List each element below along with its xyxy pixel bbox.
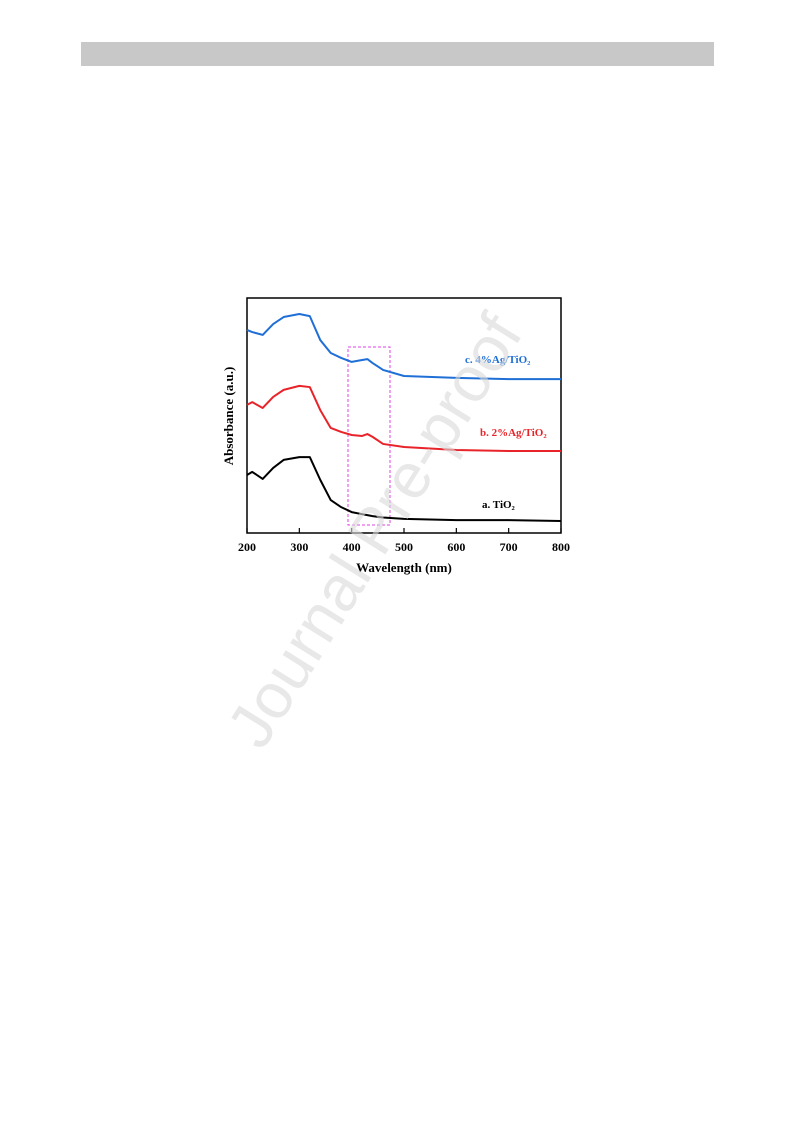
series-line — [246, 456, 562, 523]
series-line — [246, 384, 561, 452]
y-axis-title: Absorbance (a.u.) — [221, 367, 236, 466]
header-bar — [81, 42, 714, 66]
series-label: c. 4%Ag/TiO₂ — [465, 354, 531, 366]
x-tick-label: 800 — [552, 540, 570, 554]
x-axis-title: Wavelength (nm) — [356, 560, 452, 575]
x-tick-label: 600 — [447, 540, 465, 554]
x-tick-label: 300 — [290, 540, 308, 554]
watermark: Journal Pre-proof — [213, 302, 536, 760]
x-tick-label: 400 — [343, 540, 361, 554]
x-tick-label: 700 — [500, 540, 518, 554]
series-line — [246, 312, 561, 381]
x-tick-label: 500 — [395, 540, 413, 554]
x-tick-label: 200 — [238, 540, 256, 554]
series-label: a. TiO₂ — [482, 499, 516, 511]
highlight-box — [347, 346, 391, 526]
series-label: b. 2%Ag/TiO₂ — [480, 427, 547, 439]
